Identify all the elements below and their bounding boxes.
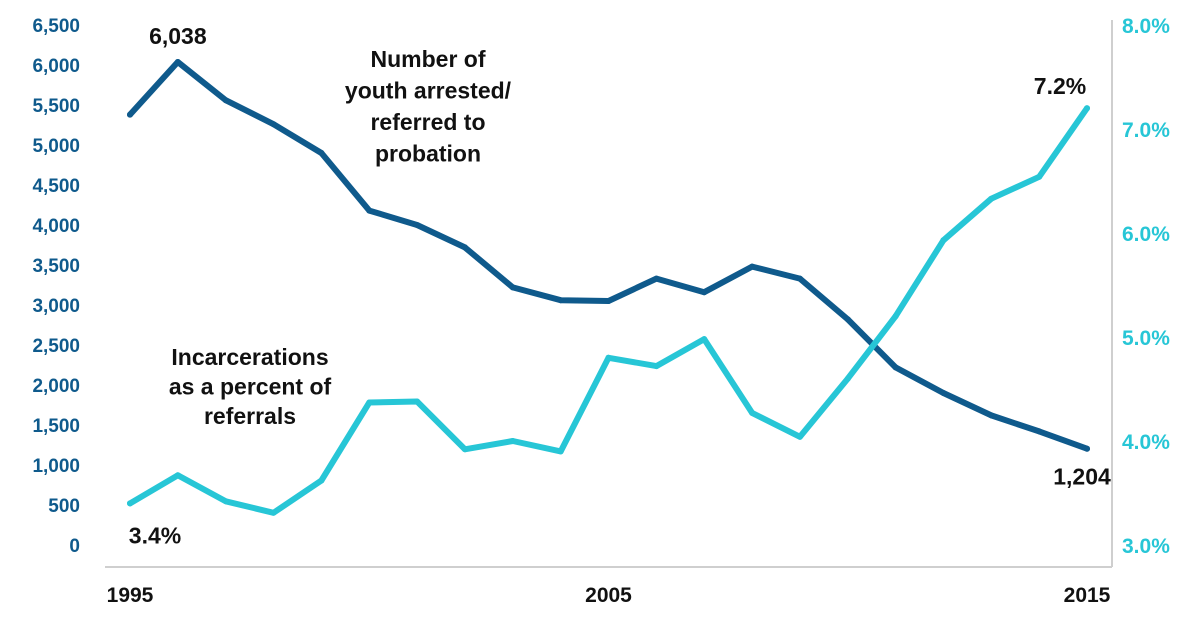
data-point (222, 498, 229, 505)
data-point (461, 244, 468, 251)
y-left-tick-label: 5,000 (32, 136, 80, 157)
y-left-tick-label: 3,500 (32, 256, 80, 277)
data-points (127, 59, 1090, 516)
data-point (844, 316, 851, 323)
data-point (174, 59, 181, 65)
data-label: 7.2% (1034, 73, 1086, 99)
y-left-tick-label: 0 (69, 536, 80, 557)
series-lines (127, 59, 1090, 516)
data-point (557, 448, 564, 455)
data-point (940, 390, 947, 396)
axes (105, 20, 1113, 568)
data-point (892, 313, 899, 320)
data-point (270, 509, 277, 516)
y-left-tick-label: 2,000 (32, 376, 80, 397)
y-right-tick-label: 6.0% (1122, 223, 1170, 246)
y-right-tick-label: 8.0% (1122, 15, 1170, 38)
data-point (509, 438, 516, 444)
series-annotation-line: referrals (204, 403, 296, 429)
data-point (127, 111, 133, 118)
y-left-tick-label: 5,500 (32, 96, 80, 117)
data-point (1036, 173, 1043, 180)
data-point (701, 289, 708, 296)
data-point (414, 398, 421, 405)
data-point (557, 297, 564, 304)
series-annotation-line: Incarcerations (171, 344, 328, 370)
data-point (222, 97, 229, 104)
data-point (701, 336, 708, 343)
data-point (127, 500, 133, 507)
data-point (796, 433, 803, 440)
y-right-tick-label: 5.0% (1122, 327, 1170, 350)
data-point (988, 195, 995, 202)
data-point (1084, 105, 1090, 112)
data-point (1036, 428, 1043, 435)
data-point (988, 412, 995, 419)
y-left-tick-label: 6,500 (32, 16, 80, 37)
y-left-tick-label: 4,000 (32, 216, 80, 237)
tick-labels: 0 500 1,000 1,500 2,000 2,500 3,000 3,500 4,000 4… (32, 15, 1170, 607)
data-point (749, 263, 756, 270)
data-point (1084, 445, 1090, 452)
series-annotation-line: as a percent of (169, 374, 332, 400)
x-tick-label: 2015 (1064, 584, 1111, 607)
y-right-tick-label: 7.0% (1122, 119, 1170, 142)
y-left-tick-label: 1,000 (32, 456, 80, 477)
x-tick-label: 1995 (107, 584, 154, 607)
data-label: 3.4% (129, 522, 181, 548)
data-point (270, 121, 277, 128)
y-left-tick-label: 2,500 (32, 336, 80, 357)
data-point (366, 399, 373, 406)
series-annotation-line: referred to (370, 109, 485, 135)
data-point (892, 364, 899, 371)
data-point (844, 375, 851, 382)
data-point (414, 222, 421, 228)
data-point (318, 150, 325, 156)
series-annotation-line: Number of (371, 46, 486, 72)
data-point (940, 237, 947, 244)
data-point (509, 284, 516, 291)
data-point (796, 275, 803, 282)
data-point (366, 207, 373, 214)
y-right-tick-label: 3.0% (1122, 535, 1170, 558)
series-line-incarceration-rate (127, 105, 1090, 516)
data-point (461, 446, 468, 453)
annotations: Number of youth arrested/referred to proba… (129, 23, 1111, 548)
data-label: 1,204 (1053, 464, 1111, 490)
data-label: 6,038 (149, 23, 207, 49)
data-point (318, 477, 325, 484)
y-left-tick-label: 3,000 (32, 296, 80, 317)
data-point (653, 363, 660, 370)
data-point (174, 472, 181, 479)
data-point (605, 298, 612, 304)
y-left-tick-label: 6,000 (32, 56, 80, 77)
y-right-tick-label: 4.0% (1122, 431, 1170, 454)
y-left-tick-label: 4,500 (32, 176, 80, 197)
series-annotation-line: youth arrested/ (345, 78, 512, 104)
series-annotation-line: probation (375, 141, 481, 167)
x-tick-label: 2005 (585, 584, 632, 607)
data-point (605, 354, 612, 361)
data-point (749, 409, 756, 416)
y-left-tick-label: 500 (48, 496, 80, 517)
data-point (653, 275, 660, 282)
y-left-tick-label: 1,500 (32, 416, 80, 437)
